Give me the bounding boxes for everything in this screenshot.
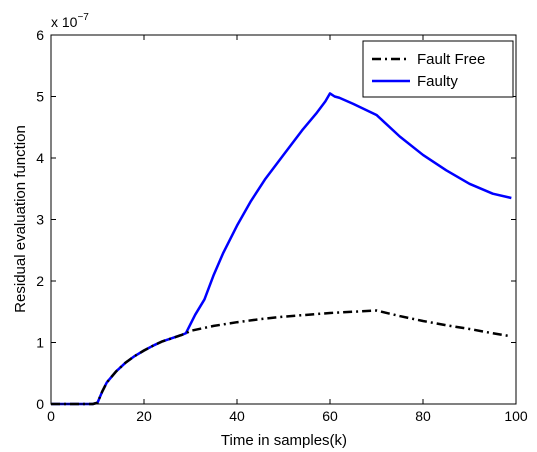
y-tick-label: 5 — [36, 89, 44, 105]
y-multiplier-base: x 10 — [51, 14, 78, 30]
legend: Fault Free Faulty — [362, 40, 514, 98]
legend-box — [362, 40, 514, 98]
tick-label-layer: 0 20 40 60 80 100 0 1 2 3 4 5 6 — [36, 27, 528, 424]
y-tick-label: 2 — [36, 273, 44, 289]
x-tick-label: 100 — [504, 408, 528, 424]
y-tick-label: 3 — [36, 212, 44, 228]
x-axis-label: Time in samples(k) — [221, 432, 347, 449]
x-tick-label: 80 — [415, 408, 431, 424]
y-tick-label: 6 — [36, 27, 44, 43]
legend-label-faulty: Faulty — [417, 73, 458, 90]
x-tick-label: 60 — [322, 408, 338, 424]
y-tick-label: 0 — [36, 396, 44, 412]
series-line-fault-free — [51, 309, 512, 406]
y-axis-label: Residual evaluation function — [12, 125, 29, 313]
y-multiplier-exponent: −7 — [77, 12, 89, 23]
y-tick-label: 4 — [36, 150, 44, 166]
series-layer — [51, 92, 512, 406]
tick-layer — [50, 34, 517, 405]
legend-label-fault-free: Fault Free — [417, 51, 485, 68]
x-tick-label: 40 — [229, 408, 245, 424]
x-tick-label: 0 — [47, 408, 55, 424]
x-tick-label: 20 — [136, 408, 152, 424]
y-tick-label: 1 — [36, 335, 44, 351]
y-multiplier: x 10−7 — [51, 12, 89, 30]
